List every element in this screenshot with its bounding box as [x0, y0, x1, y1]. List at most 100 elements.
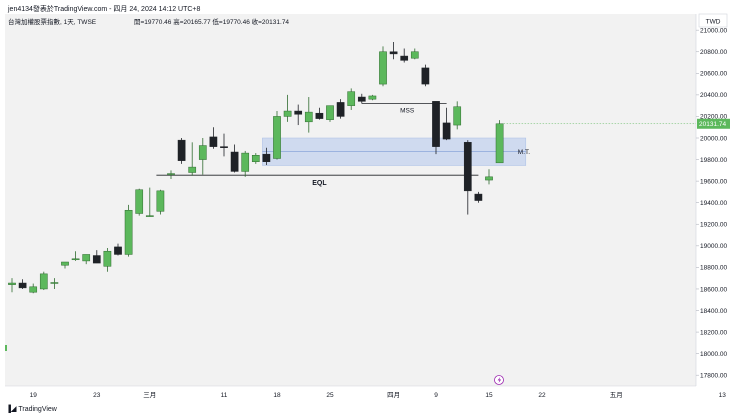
candle[interactable]: [114, 243, 122, 256]
candle-body: [135, 189, 144, 214]
candle[interactable]: [304, 97, 313, 133]
candle[interactable]: [145, 187, 154, 217]
candle-body: [188, 166, 197, 173]
candle-body: [8, 282, 16, 285]
candle[interactable]: [71, 251, 80, 261]
candle[interactable]: [135, 188, 144, 216]
candle[interactable]: [82, 254, 91, 265]
candle-body: [273, 116, 281, 159]
tradingview-brand[interactable]: ▐◢ TradingView: [6, 405, 57, 413]
candle[interactable]: [8, 278, 16, 293]
candle-body: [29, 286, 38, 293]
candle[interactable]: [220, 133, 228, 157]
candle[interactable]: [368, 94, 377, 101]
candle[interactable]: [39, 271, 48, 291]
y-tick-label: 18800.00: [700, 265, 727, 272]
candle[interactable]: [336, 99, 345, 119]
currency-button[interactable]: TWD: [698, 13, 728, 28]
brand-label: TradingView: [18, 406, 57, 413]
candle[interactable]: [61, 261, 69, 269]
publish-line: jen4134發表於TradingView.com - 四月 24, 2024 …: [8, 6, 201, 13]
candle-body: [400, 55, 409, 61]
x-tick-label: 9: [434, 392, 438, 399]
candle-body: [92, 255, 101, 264]
candle[interactable]: [209, 127, 218, 149]
candle-body: [103, 250, 112, 267]
candle-body: [241, 152, 250, 172]
candle[interactable]: [495, 120, 504, 164]
candle[interactable]: [262, 147, 271, 165]
candle[interactable]: [29, 283, 38, 294]
x-tick-label: 25: [326, 392, 334, 399]
candle[interactable]: [442, 107, 451, 141]
candle[interactable]: [156, 189, 165, 215]
candle-body: [304, 111, 313, 123]
candle[interactable]: [326, 105, 334, 122]
candle[interactable]: [103, 247, 112, 272]
candle[interactable]: [357, 93, 366, 104]
mss-label: MSS: [400, 107, 415, 114]
candle[interactable]: [294, 104, 303, 126]
y-tick-label: 20200.00: [700, 114, 727, 121]
candle-body: [262, 153, 271, 162]
candle[interactable]: [410, 48, 419, 60]
x-tick-label: 三月: [143, 391, 156, 399]
candle[interactable]: [251, 153, 260, 164]
candle[interactable]: [400, 48, 409, 63]
candle-body: [410, 51, 419, 59]
candle-body: [18, 282, 27, 289]
candle[interactable]: [167, 170, 175, 179]
candle[interactable]: [315, 107, 324, 120]
candle[interactable]: [18, 279, 27, 289]
candle[interactable]: [474, 191, 483, 203]
candle-body: [432, 101, 440, 147]
candle[interactable]: [124, 204, 133, 257]
y-tick-label: 19400.00: [700, 200, 727, 207]
x-tick-label: 13: [719, 392, 727, 399]
candle-body: [209, 136, 218, 147]
candle-body: [39, 273, 48, 290]
currency-label: TWD: [706, 19, 721, 26]
candle-body: [124, 209, 133, 255]
y-tick-label: 18200.00: [700, 329, 727, 336]
y-tick-label: 21000.00: [700, 27, 727, 34]
candle[interactable]: [283, 94, 292, 122]
candle[interactable]: [92, 250, 101, 264]
candle[interactable]: [188, 142, 197, 176]
candle-body: [357, 96, 366, 102]
lightning-icon[interactable]: [494, 375, 504, 385]
x-tick-label: 15: [485, 392, 493, 399]
candle[interactable]: [432, 101, 440, 155]
candle-body: [220, 146, 228, 148]
candle[interactable]: [50, 278, 59, 289]
x-tick-label: 19: [30, 392, 38, 399]
chart-header: jen4134發表於TradingView.com - 四月 24, 2024 …: [8, 4, 200, 14]
y-tick-label: 18000.00: [700, 351, 727, 358]
candle-body: [347, 91, 356, 106]
candle[interactable]: [379, 46, 387, 87]
candle-body: [71, 258, 80, 261]
x-tick-label: 四月: [387, 391, 400, 399]
candle[interactable]: [463, 140, 472, 215]
y-tick-label: 20000.00: [700, 135, 727, 142]
candle[interactable]: [241, 150, 250, 177]
y-tick-label: 18600.00: [700, 286, 727, 293]
y-tick-label: 19200.00: [700, 222, 727, 229]
candle[interactable]: [230, 144, 239, 173]
candle-body: [145, 215, 154, 217]
y-tick-label: 19000.00: [700, 243, 727, 250]
candle[interactable]: [177, 138, 186, 164]
candle[interactable]: [389, 42, 398, 60]
candle[interactable]: [273, 111, 281, 160]
candle-body: [82, 254, 91, 262]
y-tick-label: 19600.00: [700, 178, 727, 185]
y-tick-label: 20600.00: [700, 71, 727, 78]
candle[interactable]: [347, 88, 356, 110]
candle[interactable]: [421, 64, 430, 87]
candle-body: [114, 246, 122, 255]
candle-body: [315, 112, 324, 119]
candle[interactable]: [453, 101, 462, 130]
candle[interactable]: [198, 138, 207, 175]
candle[interactable]: [485, 169, 493, 185]
